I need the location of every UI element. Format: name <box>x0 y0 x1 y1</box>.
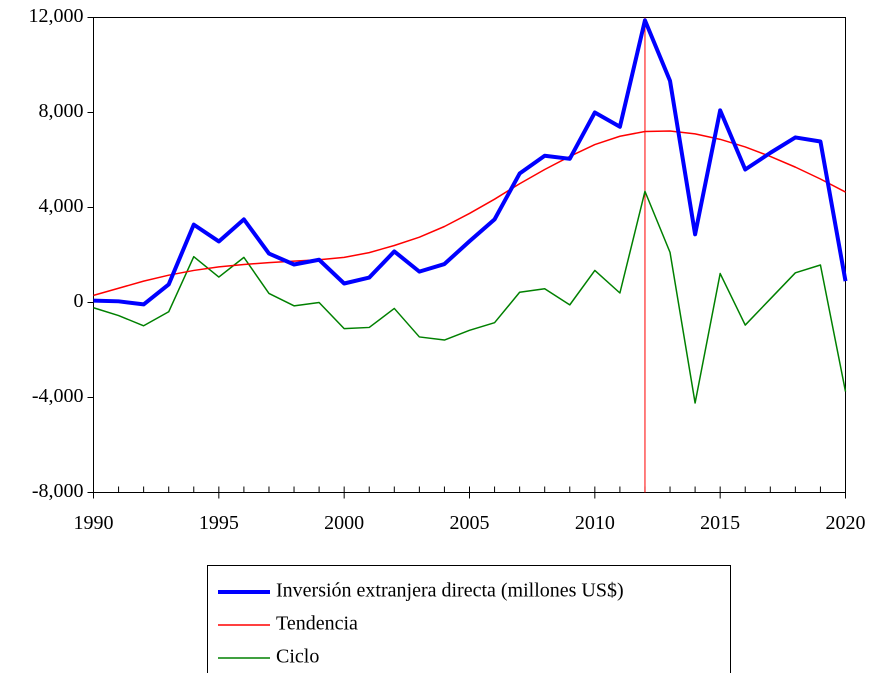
y-tick-label: 12,000 <box>29 5 84 27</box>
series-line <box>93 18 848 307</box>
plot-frame <box>93 17 846 493</box>
x-tick-label: 2010 <box>575 512 615 534</box>
y-tick-label: 8,000 <box>39 100 84 122</box>
legend-label: Inversión extranjera directa (millones U… <box>276 580 624 602</box>
x-tick-label: 2020 <box>826 512 866 534</box>
y-tick-label: 0 <box>74 290 84 312</box>
x-tick-label: 2000 <box>324 512 364 534</box>
legend-label: Tendencia <box>276 613 358 635</box>
x-tick-label: 1990 <box>74 512 114 534</box>
series-line <box>93 190 847 404</box>
x-tick-label: 1995 <box>199 512 239 534</box>
series-line <box>93 130 846 297</box>
y-tick-label: 4,000 <box>39 195 84 217</box>
y-tick-label: -8,000 <box>32 480 84 502</box>
legend-label: Ciclo <box>276 646 319 668</box>
x-tick-label: 2005 <box>450 512 490 534</box>
legend-box <box>207 565 731 673</box>
x-tick-label: 2015 <box>700 512 740 534</box>
y-tick-label: -4,000 <box>32 385 84 407</box>
